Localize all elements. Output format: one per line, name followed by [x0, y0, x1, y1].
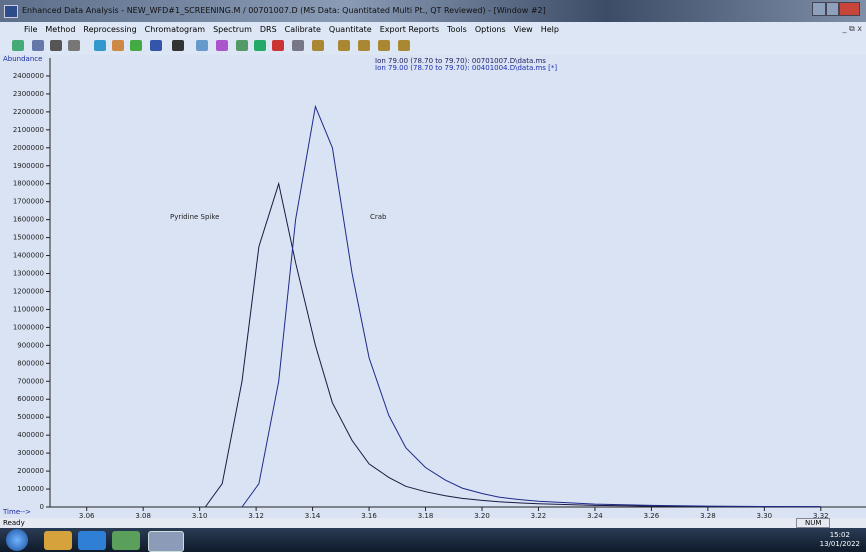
menu-item[interactable]: Options — [475, 25, 506, 34]
close-button[interactable] — [839, 2, 860, 16]
caption-buttons — [812, 2, 860, 16]
menu-item[interactable]: Quantitate — [329, 25, 372, 34]
menu-item[interactable]: Method — [45, 25, 75, 34]
toolbar-button[interactable] — [32, 40, 44, 51]
y-tick-label: 700000 — [17, 377, 44, 385]
menu-item[interactable]: File — [24, 25, 37, 34]
y-tick-label: 200000 — [17, 467, 44, 475]
toolbar-button[interactable] — [398, 40, 410, 51]
toolbar — [0, 37, 866, 56]
y-tick-label: 1500000 — [13, 234, 44, 242]
menu-item[interactable]: Tools — [447, 25, 467, 34]
toolbar-button[interactable] — [338, 40, 350, 51]
menu-item[interactable]: Export Reports — [380, 25, 439, 34]
toolbar-button[interactable] — [312, 40, 324, 51]
toolbar-button[interactable] — [68, 40, 80, 51]
toolbar-button[interactable] — [378, 40, 390, 51]
y-tick-label: 800000 — [17, 359, 44, 367]
clock-time: 15:02 — [820, 531, 860, 540]
y-axis-label: Abundance — [3, 55, 42, 63]
menu-item[interactable]: Chromatogram — [145, 25, 205, 34]
window-title: Enhanced Data Analysis - NEW_WFD#1_SCREE… — [22, 6, 546, 15]
status-text: Ready — [3, 519, 25, 527]
y-tick-label: 2000000 — [13, 144, 44, 152]
maximize-button[interactable] — [826, 2, 840, 16]
y-tick-label: 2300000 — [13, 90, 44, 98]
toolbar-button[interactable] — [150, 40, 162, 51]
app-icon — [4, 5, 18, 18]
toolbar-button[interactable] — [94, 40, 106, 51]
status-bar: Ready NUM — [0, 518, 866, 528]
toolbar-button[interactable] — [216, 40, 228, 51]
app-button[interactable] — [112, 531, 140, 550]
y-tick-label: 1300000 — [13, 270, 44, 278]
y-tick-label: 1000000 — [13, 323, 44, 331]
toolbar-button[interactable] — [12, 40, 24, 51]
toolbar-button[interactable] — [272, 40, 284, 51]
y-tick-label: 900000 — [17, 341, 44, 349]
annotation: Pyridine Spike — [170, 213, 220, 221]
toolbar-button[interactable] — [196, 40, 208, 51]
y-tick-label: 1600000 — [13, 216, 44, 224]
x-axis-label: Time--> — [2, 508, 31, 516]
num-indicator: NUM — [796, 518, 830, 528]
chart-background — [0, 55, 866, 518]
toolbar-button[interactable] — [172, 40, 184, 51]
toolbar-button[interactable] — [292, 40, 304, 51]
y-tick-label: 2200000 — [13, 108, 44, 116]
y-tick-label: 400000 — [17, 431, 44, 439]
y-tick-label: 2400000 — [13, 72, 44, 80]
start-button[interactable] — [6, 529, 28, 551]
minimize-button[interactable] — [812, 2, 826, 16]
active-app-button[interactable] — [148, 531, 184, 552]
toolbar-button[interactable] — [358, 40, 370, 51]
taskbar: 15:02 13/01/2022 — [0, 528, 866, 552]
toolbar-button[interactable] — [112, 40, 124, 51]
clock: 15:02 13/01/2022 — [820, 531, 860, 549]
legend-entry: Ion 79.00 (78.70 to 79.70): 00401004.D\d… — [375, 64, 557, 72]
menu-item[interactable]: Spectrum — [213, 25, 252, 34]
y-tick-label: 1900000 — [13, 162, 44, 170]
mdi-buttons[interactable]: _ ⧉ x — [842, 24, 862, 34]
chart: Abundance Time--> 0 100000 200000 300000 400… — [0, 55, 866, 518]
toolbar-button[interactable] — [254, 40, 266, 51]
y-tick-label: 2100000 — [13, 126, 44, 134]
menu-item[interactable]: View — [514, 25, 533, 34]
toolbar-button[interactable] — [236, 40, 248, 51]
y-tick-label: 100000 — [17, 485, 44, 493]
toolbar-button[interactable] — [50, 40, 62, 51]
menu-item[interactable]: Calibrate — [285, 25, 321, 34]
clock-date: 13/01/2022 — [820, 540, 860, 549]
toolbar-button[interactable] — [130, 40, 142, 51]
y-tick-label: 1800000 — [13, 180, 44, 188]
y-tick-label: 300000 — [17, 449, 44, 457]
y-tick-label: 1700000 — [13, 198, 44, 206]
explorer-button[interactable] — [44, 531, 72, 550]
menu-bar: File Method Reprocessing Chromatogram Spectr… — [0, 22, 866, 37]
y-tick-label: 1100000 — [13, 305, 44, 313]
browser-button[interactable] — [78, 531, 106, 550]
menu-item[interactable]: Help — [541, 25, 559, 34]
screen: Enhanced Data Analysis - NEW_WFD#1_SCREE… — [0, 0, 866, 552]
y-tick-label: 0 — [40, 503, 44, 511]
menu-item[interactable]: Reprocessing — [83, 25, 136, 34]
title-bar: Enhanced Data Analysis - NEW_WFD#1_SCREE… — [0, 0, 866, 22]
y-tick-label: 600000 — [17, 395, 44, 403]
y-tick-label: 1200000 — [13, 287, 44, 295]
menu-item[interactable]: DRS — [260, 25, 277, 34]
y-tick-label: 1400000 — [13, 252, 44, 260]
menu-items: File Method Reprocessing Chromatogram Spectr… — [24, 25, 567, 34]
y-tick-label: 500000 — [17, 413, 44, 421]
annotation: Crab — [370, 213, 387, 221]
